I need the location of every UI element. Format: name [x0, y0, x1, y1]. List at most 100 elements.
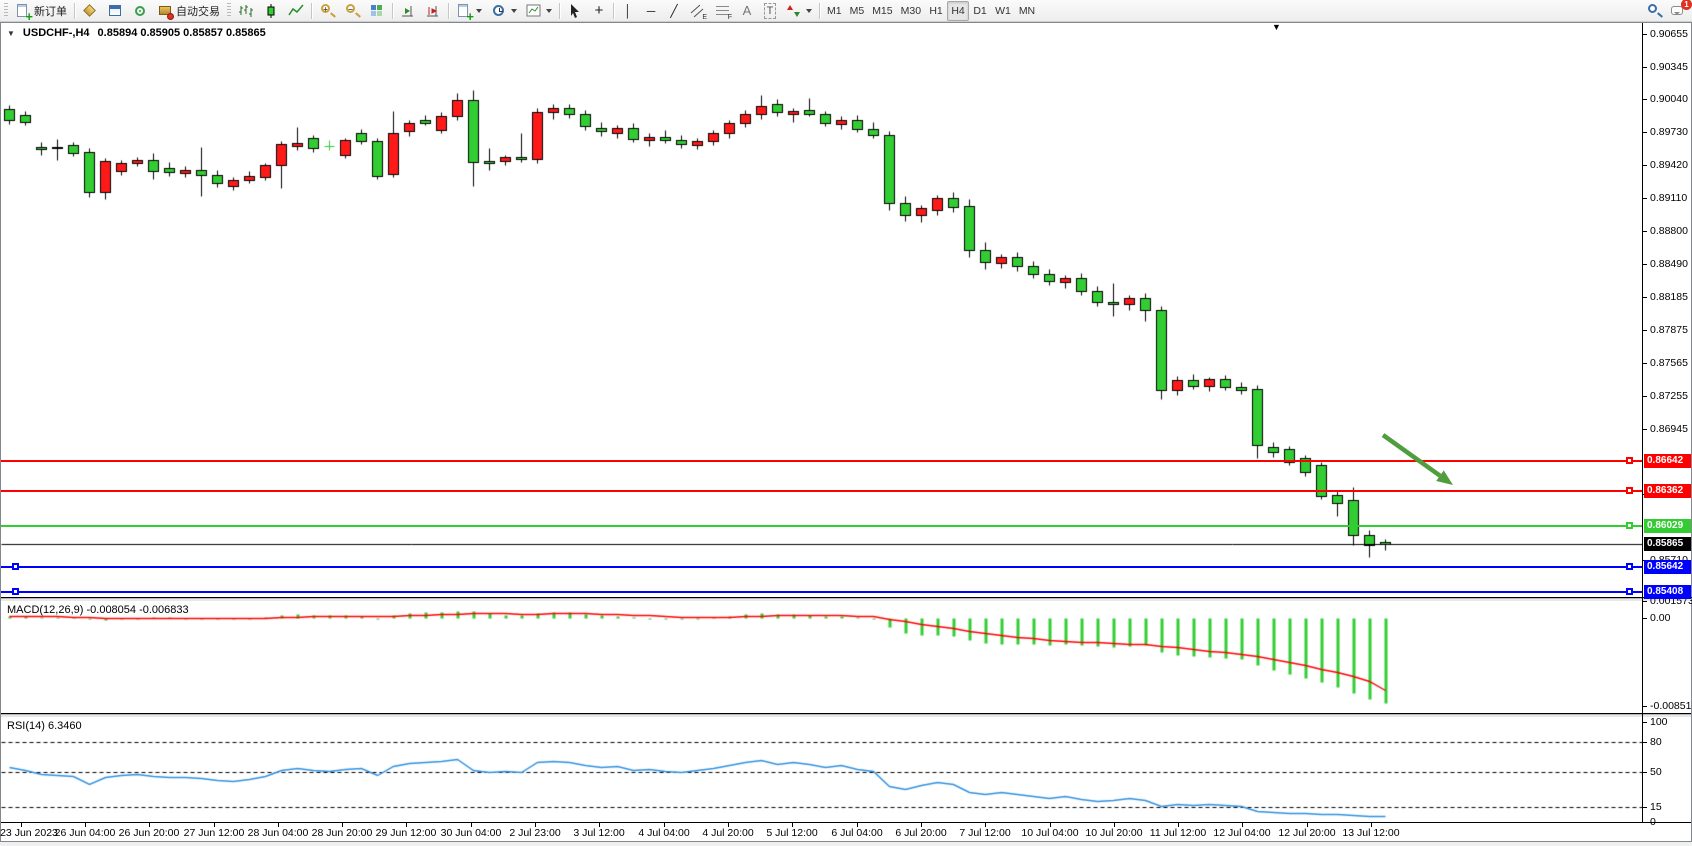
time-tick: [342, 823, 343, 827]
timeframe-mn-button[interactable]: MN: [1018, 4, 1036, 17]
bid-price-badge: 0.85865: [1644, 537, 1691, 551]
rsi-canvas[interactable]: [1, 717, 1642, 822]
crosshair-icon: +: [594, 1, 604, 19]
time-label: 27 Jun 12:00: [183, 827, 245, 839]
time-tick: [921, 823, 922, 827]
symbol-period-label: USDCHF-,H4: [22, 27, 90, 39]
timeframe-m15-button[interactable]: M15: [872, 4, 893, 17]
timeframe-m30-button[interactable]: M30: [900, 4, 922, 17]
horizontal-line-button[interactable]: ─: [640, 1, 662, 21]
price-tick: 0.87875: [1643, 324, 1688, 336]
price-chart-canvas[interactable]: [1, 23, 1642, 597]
rsi-scale-tick: 100: [1643, 716, 1668, 728]
trend-arrow-annotation[interactable]: [1371, 423, 1465, 497]
time-label: 4 Jul 20:00: [702, 827, 754, 839]
toolbar-grip[interactable]: [4, 3, 8, 18]
autotrading-icon: [157, 3, 174, 20]
line-handle[interactable]: [1626, 487, 1633, 494]
collapse-icon[interactable]: ▼: [7, 28, 15, 38]
time-axis[interactable]: 23 Jun 2023 26 Jun 04:00 26 Jun 20:00 27 Ju…: [0, 823, 1691, 841]
time-tick: [1371, 823, 1372, 827]
level-price-badge: 0.85642: [1644, 560, 1691, 574]
price-pane[interactable]: ▼ USDCHF-,H4 0.85894 0.85905 0.85857 0.8…: [1, 22, 1691, 598]
timeframe-m5-button[interactable]: M5: [849, 4, 865, 17]
timeframe-w1-button[interactable]: W1: [995, 4, 1011, 17]
macd-pane[interactable]: MACD(12,26,9) -0.008054 -0.006833: [1, 601, 1691, 714]
horizontal-line-0.85642[interactable]: [1, 563, 1642, 570]
text-button[interactable]: A: [736, 1, 758, 21]
equidistant-channel-button[interactable]: E: [686, 1, 710, 21]
line-handle[interactable]: [12, 588, 19, 595]
autotrading-button[interactable]: 自动交易: [153, 1, 224, 21]
cursor-icon: [567, 3, 583, 19]
price-tick: 0.90040: [1643, 93, 1688, 105]
equidistant-channel-icon: E: [690, 3, 707, 21]
price-tick: 0.88490: [1643, 258, 1688, 270]
auto-scroll-button[interactable]: [396, 1, 420, 21]
cursor-button[interactable]: [563, 1, 587, 21]
time-label: 23 Jun 2023: [0, 827, 58, 839]
chevron-down-icon: [546, 8, 552, 13]
tile-windows-button[interactable]: [365, 1, 389, 21]
timeframe-h4-button[interactable]: H4: [947, 0, 970, 21]
main-toolbar: + 新订单 自动交易 + −: [0, 0, 1692, 23]
horizontal-line-0.86362[interactable]: [1, 487, 1642, 494]
market-watch-icon: [107, 3, 123, 19]
search-icon: [1646, 3, 1662, 19]
pane-splitter[interactable]: [1, 714, 1691, 717]
templates-button[interactable]: [522, 1, 556, 21]
horizontal-line-0.86642[interactable]: [1, 457, 1642, 464]
metaeditor-button[interactable]: [78, 1, 102, 21]
search-button[interactable]: [1642, 1, 1666, 21]
chart-shift-marker[interactable]: ▼: [1272, 22, 1281, 32]
timeframe-d1-button[interactable]: D1: [973, 4, 987, 17]
crosshair-button[interactable]: +: [588, 1, 610, 21]
zoom-out-icon: −: [344, 3, 360, 19]
bar-chart-button[interactable]: [234, 1, 258, 21]
new-order-button[interactable]: + 新订单: [11, 1, 71, 23]
time-label: 10 Jul 04:00: [1021, 827, 1079, 839]
time-label: 5 Jul 12:00: [766, 827, 818, 839]
chart-title: ▼ USDCHF-,H4 0.85894 0.85905 0.85857 0.8…: [7, 27, 266, 39]
vertical-line-button[interactable]: │: [617, 1, 639, 21]
chart-shift-button[interactable]: [421, 1, 445, 21]
zoom-out-button[interactable]: −: [340, 1, 364, 21]
price-tick: 0.90345: [1643, 61, 1688, 73]
pane-splitter[interactable]: [1, 598, 1691, 601]
horizontal-line-icon: ─: [646, 3, 656, 18]
toolbar-grip[interactable]: [227, 3, 231, 18]
macd-canvas[interactable]: [1, 601, 1642, 713]
time-tick: [599, 823, 600, 827]
time-tick: [1114, 823, 1115, 827]
line-chart-button[interactable]: [284, 1, 308, 21]
trendline-button[interactable]: ╱: [663, 1, 685, 21]
template-icon: [526, 3, 542, 19]
candlestick-chart-button[interactable]: [259, 1, 283, 21]
timeframe-m1-button[interactable]: M1: [827, 4, 842, 17]
horizontal-line-0.85408[interactable]: [1, 588, 1642, 595]
zoom-in-button[interactable]: +: [315, 1, 339, 21]
line-handle[interactable]: [1626, 522, 1633, 529]
timeframe-h1-button[interactable]: H1: [929, 4, 943, 17]
arrows-button[interactable]: [782, 1, 816, 21]
zoom-in-icon: +: [319, 3, 335, 19]
line-handle[interactable]: [1626, 588, 1633, 595]
time-tick: [278, 823, 279, 827]
time-label: 11 Jul 12:00: [1149, 827, 1207, 839]
ohlc-quotes: 0.85894 0.85905 0.85857 0.85865: [97, 27, 266, 39]
chat-button[interactable]: 1: [1666, 0, 1692, 21]
periods-button[interactable]: [487, 1, 521, 21]
time-label: 3 Jul 12:00: [573, 827, 625, 839]
signals-button[interactable]: [128, 1, 152, 21]
time-label: 29 Jun 12:00: [375, 827, 437, 839]
fibonacci-button[interactable]: F: [711, 1, 735, 21]
line-handle[interactable]: [1626, 457, 1633, 464]
time-tick: [406, 823, 407, 827]
horizontal-line-0.86029[interactable]: [1, 522, 1642, 529]
text-label-button[interactable]: T: [759, 1, 781, 21]
market-watch-button[interactable]: [103, 1, 127, 21]
line-handle[interactable]: [12, 563, 19, 570]
new-chart-button[interactable]: +: [452, 1, 486, 23]
rsi-pane[interactable]: RSI(14) 6.3460: [1, 717, 1691, 823]
line-handle[interactable]: [1626, 563, 1633, 570]
